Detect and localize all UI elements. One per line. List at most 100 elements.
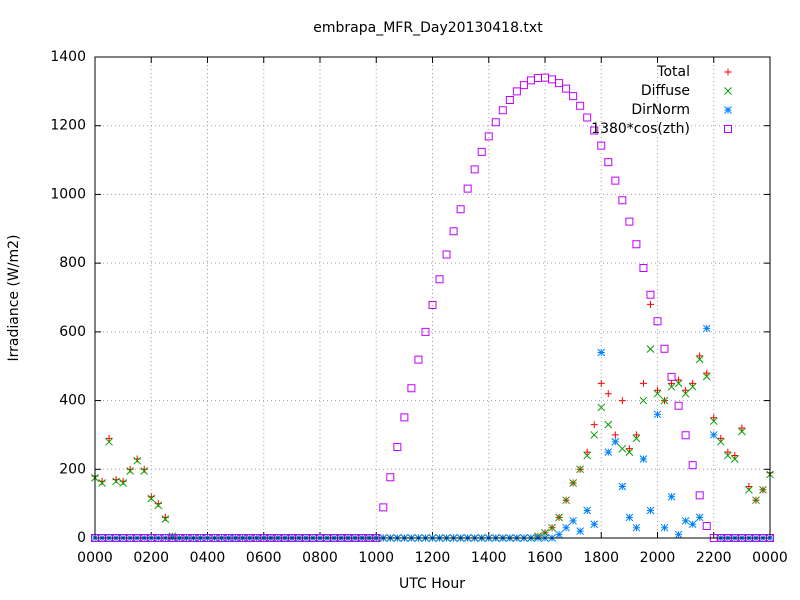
x-tick-label: 1400 [471,550,507,566]
x-tick-label: 2200 [696,550,732,566]
data-point [632,434,641,443]
data-point [716,437,725,446]
data-point [583,506,592,515]
data-point [625,513,634,522]
data-point [723,451,732,460]
data-point [738,424,746,432]
data-point [140,465,148,473]
data-point [428,301,437,310]
data-point [98,479,106,487]
data-point [660,523,669,532]
x-axis-label: UTC Hour [399,576,465,592]
data-point [154,500,162,508]
data-point [611,437,620,446]
data-point [639,396,648,405]
data-point [646,506,655,515]
y-tick-label: 1200 [50,118,86,134]
data-point [105,437,113,446]
data-point [112,476,120,484]
data-point [688,520,697,529]
data-point [555,513,563,522]
data-point [597,379,605,387]
data-point [604,448,613,456]
data-point [639,263,648,272]
x-tick-label: 0600 [246,550,282,566]
chart-title: embrapa_MFR_Day20130418.txt [313,20,543,36]
legend-marker [724,68,732,76]
data-point [456,205,465,214]
data-point [611,176,620,185]
data-point [119,479,127,487]
data-point [147,493,155,501]
data-point [667,382,676,391]
legend: Total Diffuse DirNorm 1380*cos(zth) [591,64,732,137]
data-point [604,158,613,167]
data-point [702,521,711,530]
data-point [639,379,647,387]
data-point [759,486,767,494]
data-point [597,348,606,357]
y-tick-label: 800 [59,255,86,271]
x-tick-label: 1200 [415,550,451,566]
data-point [632,240,641,249]
data-point [512,87,521,96]
data-point [463,184,472,193]
legend-label: 1380*cos(zth) [591,121,690,137]
data-point [611,431,619,439]
data-point [752,496,760,505]
data-point [533,73,542,82]
data-point [667,492,676,501]
data-point [590,421,598,429]
data-point [484,132,493,141]
data-point [414,355,423,364]
data-point [738,427,746,436]
data-point [126,465,134,473]
data-point [745,482,753,490]
y-tick-label: 200 [59,461,86,477]
y-tick-label: 400 [59,393,86,409]
data-point [703,369,711,377]
data-point [710,414,718,422]
data-point [745,486,753,494]
data-point [625,217,634,226]
data-point [583,113,592,122]
data-point [421,327,430,336]
data-point [576,527,585,535]
data-point [161,515,170,523]
data-point [590,431,599,439]
data-point [618,196,627,205]
data-point [548,523,556,532]
data-point [105,434,113,442]
data-point [675,376,683,384]
data-point [498,106,507,115]
x-tick-label: 0000 [752,550,788,566]
data-point [653,317,662,326]
data-point [639,455,648,463]
data-point [731,452,739,460]
data-point [695,491,704,500]
data-point [632,431,640,439]
data-point [654,386,661,394]
data-point [562,496,570,505]
data-point [646,300,654,308]
data-point [583,451,592,460]
data-point [702,372,711,381]
data-point [569,92,578,101]
data-point [709,417,718,426]
plot-area [91,73,774,542]
data-point [709,431,718,439]
data-point [667,372,676,381]
data-point [576,465,585,474]
data-point [477,147,486,156]
data-point [583,448,591,456]
data-point [674,530,683,539]
data-point [625,448,634,456]
data-point [653,389,662,398]
y-tick-label: 1400 [50,49,86,65]
data-point [562,84,571,93]
data-point [435,275,444,284]
plot-frame [94,56,771,539]
x-tick-label: 0400 [190,550,226,566]
data-point [696,352,704,360]
